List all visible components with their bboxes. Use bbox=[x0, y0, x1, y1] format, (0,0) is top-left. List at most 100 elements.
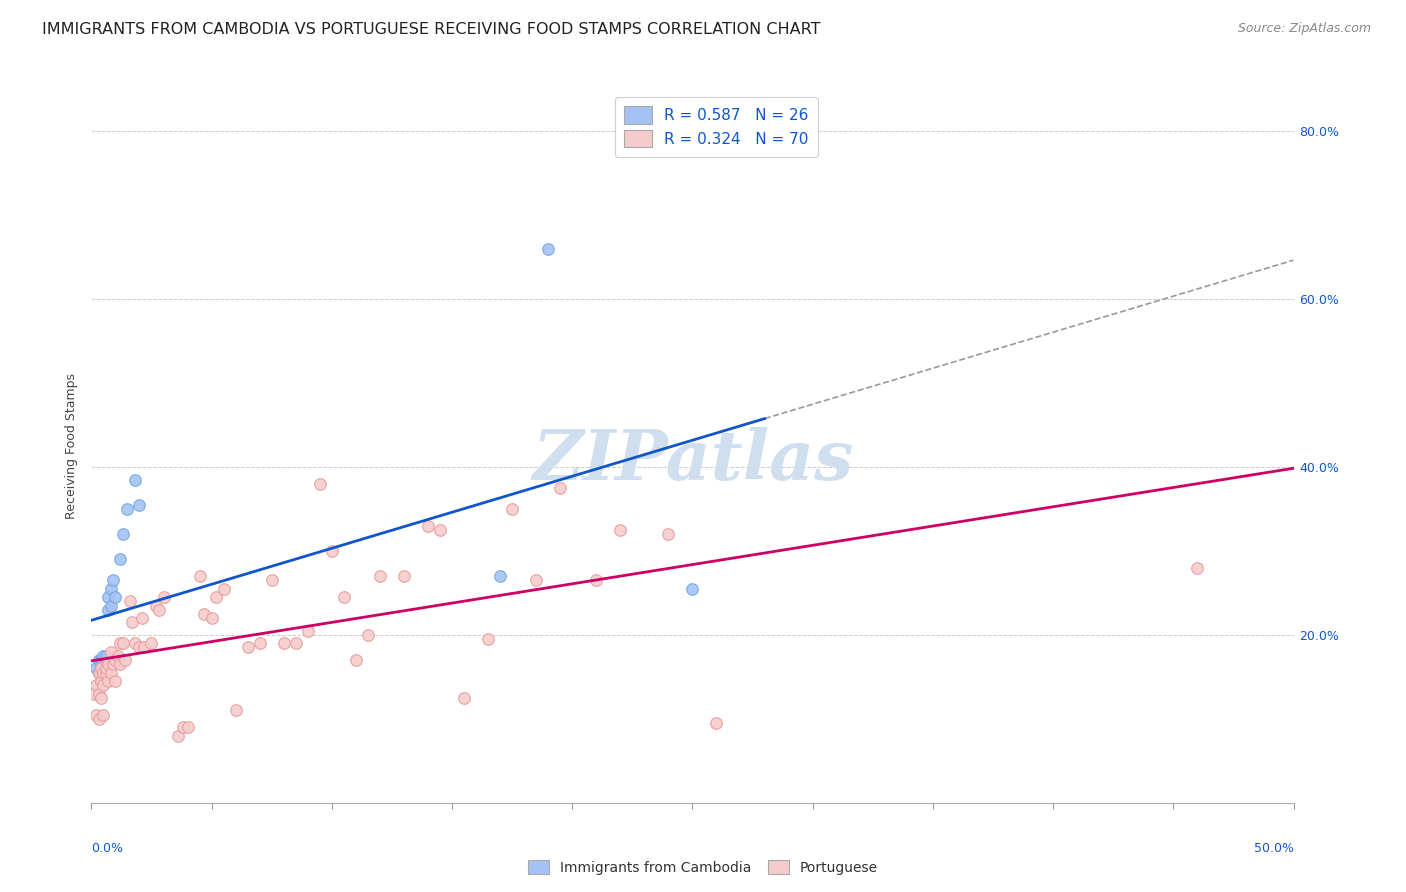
Point bbox=[585, 574, 607, 588]
Point bbox=[100, 665, 122, 680]
Point bbox=[167, 729, 190, 743]
Point bbox=[118, 594, 141, 608]
Point bbox=[94, 661, 117, 675]
Point bbox=[212, 582, 235, 596]
Point bbox=[104, 674, 127, 689]
Point bbox=[90, 690, 112, 705]
Y-axis label: Receiving Food Stamps: Receiving Food Stamps bbox=[65, 373, 79, 519]
Point bbox=[94, 648, 117, 663]
Point bbox=[101, 657, 124, 672]
Point bbox=[101, 574, 124, 588]
Point bbox=[260, 574, 283, 588]
Point bbox=[100, 645, 122, 659]
Point bbox=[114, 653, 136, 667]
Point bbox=[145, 599, 167, 613]
Legend: R = 0.587   N = 26, R = 0.324   N = 70: R = 0.587 N = 26, R = 0.324 N = 70 bbox=[616, 97, 818, 157]
Point bbox=[97, 603, 120, 617]
Point bbox=[107, 648, 129, 663]
Point bbox=[368, 569, 391, 583]
Point bbox=[90, 657, 112, 672]
Point bbox=[87, 687, 110, 701]
Point bbox=[90, 661, 112, 675]
Point bbox=[90, 674, 112, 689]
Text: Source: ZipAtlas.com: Source: ZipAtlas.com bbox=[1237, 22, 1371, 36]
Point bbox=[609, 523, 631, 537]
Point bbox=[524, 574, 547, 588]
Point bbox=[128, 498, 150, 512]
Point bbox=[87, 665, 110, 680]
Point bbox=[100, 582, 122, 596]
Point bbox=[94, 665, 117, 680]
Point bbox=[124, 473, 146, 487]
Point bbox=[429, 523, 451, 537]
Point bbox=[117, 502, 139, 516]
Point bbox=[706, 716, 728, 731]
Point bbox=[87, 712, 110, 726]
Point bbox=[284, 636, 307, 650]
Point bbox=[537, 242, 560, 256]
Point bbox=[681, 582, 703, 596]
Point bbox=[357, 628, 380, 642]
Text: ZIPatlas: ZIPatlas bbox=[531, 426, 853, 494]
Point bbox=[657, 527, 679, 541]
Point bbox=[110, 552, 132, 566]
Point bbox=[84, 661, 107, 675]
Point bbox=[90, 653, 112, 667]
Point bbox=[90, 665, 112, 680]
Point bbox=[131, 611, 153, 625]
Point bbox=[93, 707, 115, 722]
Point bbox=[111, 527, 134, 541]
Point bbox=[110, 636, 132, 650]
Point bbox=[93, 665, 115, 680]
Point bbox=[111, 636, 134, 650]
Point bbox=[93, 657, 115, 672]
Point bbox=[501, 502, 523, 516]
Point bbox=[249, 636, 271, 650]
Point bbox=[84, 678, 107, 692]
Point bbox=[201, 611, 224, 625]
Point bbox=[104, 590, 127, 604]
Point bbox=[152, 590, 174, 604]
Point bbox=[273, 636, 295, 650]
Point bbox=[93, 665, 115, 680]
Point bbox=[416, 518, 439, 533]
Point bbox=[97, 674, 120, 689]
Point bbox=[176, 720, 198, 734]
Point bbox=[188, 569, 211, 583]
Point bbox=[1187, 560, 1209, 574]
Point bbox=[94, 657, 117, 672]
Point bbox=[172, 720, 194, 734]
Point bbox=[321, 544, 343, 558]
Point bbox=[84, 707, 107, 722]
Point bbox=[205, 590, 228, 604]
Point bbox=[489, 569, 512, 583]
Point bbox=[83, 687, 105, 701]
Point bbox=[308, 476, 330, 491]
Point bbox=[236, 640, 259, 655]
Text: 0.0%: 0.0% bbox=[91, 842, 124, 855]
Point bbox=[344, 653, 367, 667]
Point bbox=[148, 603, 170, 617]
Point bbox=[548, 481, 571, 495]
Point bbox=[134, 640, 156, 655]
Text: 50.0%: 50.0% bbox=[1254, 842, 1294, 855]
Point bbox=[110, 657, 132, 672]
Point bbox=[453, 690, 475, 705]
Point bbox=[392, 569, 415, 583]
Point bbox=[104, 653, 127, 667]
Point bbox=[87, 653, 110, 667]
Point bbox=[97, 590, 120, 604]
Point bbox=[128, 640, 150, 655]
Point bbox=[225, 703, 247, 717]
Point bbox=[141, 636, 163, 650]
Point bbox=[87, 665, 110, 680]
Text: IMMIGRANTS FROM CAMBODIA VS PORTUGUESE RECEIVING FOOD STAMPS CORRELATION CHART: IMMIGRANTS FROM CAMBODIA VS PORTUGUESE R… bbox=[42, 22, 821, 37]
Point bbox=[193, 607, 215, 621]
Point bbox=[124, 636, 146, 650]
Legend: Immigrants from Cambodia, Portuguese: Immigrants from Cambodia, Portuguese bbox=[523, 855, 883, 880]
Point bbox=[100, 599, 122, 613]
Point bbox=[97, 657, 120, 672]
Point bbox=[93, 648, 115, 663]
Point bbox=[297, 624, 319, 638]
Point bbox=[93, 678, 115, 692]
